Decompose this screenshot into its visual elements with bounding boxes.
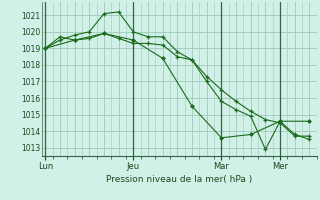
X-axis label: Pression niveau de la mer( hPa ): Pression niveau de la mer( hPa ) [106, 175, 252, 184]
